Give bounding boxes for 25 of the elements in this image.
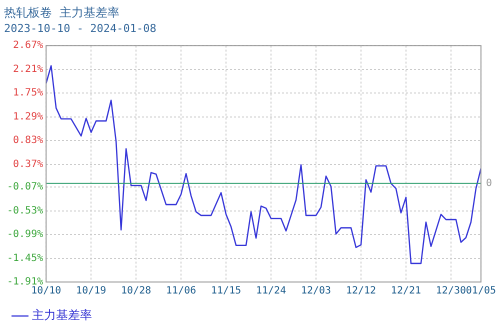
x-tick-label: 10/19 [76, 286, 106, 297]
x-tick-label: 12/21 [390, 286, 422, 297]
y-tick-label: 1.29% [13, 111, 44, 122]
chart-subtitle: 2023-10-10 - 2024-01-08 [4, 22, 156, 35]
y-tick-label: -1.45% [7, 252, 44, 264]
x-tick-label: 11/06 [166, 286, 196, 297]
y-tick-label: -0.07% [7, 182, 44, 193]
x-tick-label: 01/05 [466, 286, 496, 297]
y-tick-label: 2.21% [13, 64, 44, 75]
chart-title: 热轧板卷 主力基差率 [4, 5, 120, 20]
x-tick-label: 11/24 [256, 286, 286, 297]
y-tick-label: -0.99% [7, 229, 44, 240]
ref-line-label: 0 [486, 178, 492, 190]
x-tick-label: 12/12 [346, 286, 376, 297]
x-tick-label: 12/30 [436, 286, 466, 297]
x-tick-label: 10/28 [121, 286, 152, 297]
y-tick-label: 0.37% [13, 158, 44, 170]
x-tick-label: 12/03 [300, 286, 332, 297]
x-tick-label: 10/10 [31, 286, 62, 297]
y-tick-label: -0.53% [7, 205, 44, 216]
y-tick-label: 2.67% [13, 40, 44, 52]
legend-label: 主力基差率 [32, 308, 92, 322]
y-tick-label: 0.83% [13, 135, 44, 146]
y-tick-label: 1.75% [13, 88, 44, 99]
x-tick-label: 11/15 [210, 286, 242, 297]
